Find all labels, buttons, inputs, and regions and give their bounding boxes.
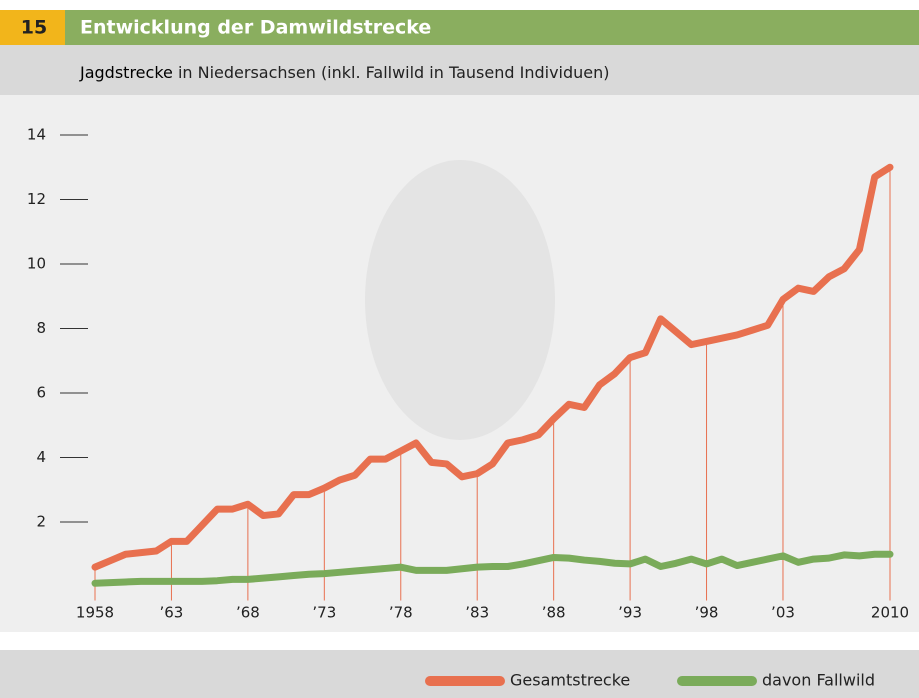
x-tick-label: ’63	[160, 604, 184, 622]
y-tick-label: 10	[27, 255, 46, 273]
x-tick-label: ’83	[465, 604, 489, 622]
chart-title: Entwicklung der Damwildstrecke	[80, 17, 431, 39]
x-tick-label: ’78	[389, 604, 413, 622]
y-tick-label: 6	[36, 384, 46, 402]
x-tick-label: ’03	[771, 604, 795, 622]
subtitle-band	[0, 45, 919, 95]
y-tick-label: 2	[36, 513, 46, 531]
subtitle-text: in Niedersachsen (inkl. Fallwild in Taus…	[173, 63, 610, 82]
number-box	[0, 10, 65, 45]
header-bar	[0, 10, 919, 45]
x-tick-label: ’93	[618, 604, 642, 622]
x-tick-label: ’88	[542, 604, 566, 622]
x-tick-label: ’98	[695, 604, 719, 622]
chart-subtitle: Jagdstrecke in Niedersachsen (inkl. Fall…	[79, 63, 610, 82]
subtitle-highlight: Jagdstrecke	[79, 63, 173, 82]
deer-illustration	[365, 160, 555, 440]
y-tick-label: 4	[36, 448, 46, 466]
series-line	[91, 163, 894, 571]
y-tick-label: 14	[27, 126, 46, 144]
legend-band	[0, 650, 919, 698]
x-tick-label: ’68	[236, 604, 260, 622]
y-tick-label: 8	[36, 319, 46, 337]
chart-number: 15	[21, 17, 47, 39]
x-tick-label: ’73	[312, 604, 336, 622]
y-tick-label: 12	[27, 190, 46, 208]
x-tick-label: 2010	[871, 604, 909, 622]
legend-label: Gesamtstrecke	[510, 671, 630, 690]
legend-label: davon Fallwild	[762, 671, 875, 690]
x-tick-label: 1958	[76, 604, 114, 622]
series-line	[91, 550, 894, 587]
